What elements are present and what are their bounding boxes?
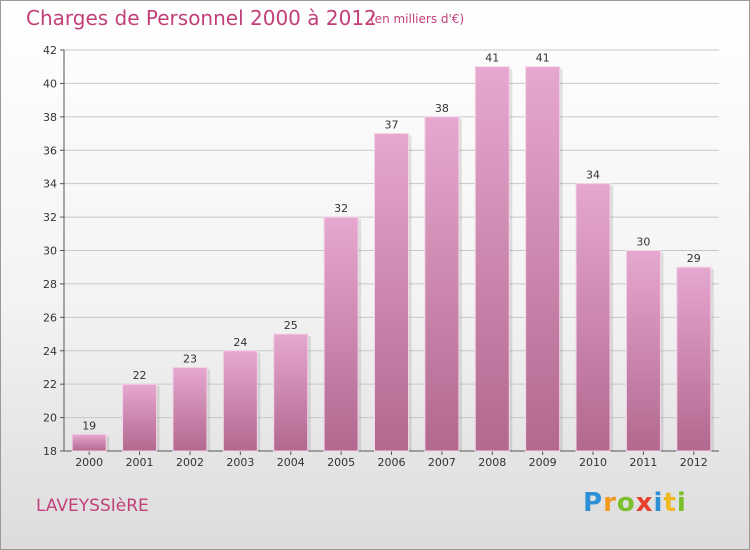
data-label: 32 [334,202,348,215]
x-tick-label: 2009 [529,456,557,469]
x-tick-label: 2006 [378,456,406,469]
bars [71,66,714,452]
y-tick-label: 26 [43,311,57,324]
bar [525,66,561,452]
x-tick-label: 2012 [680,456,708,469]
y-tick-label: 36 [43,144,57,157]
x-tick-label: 2004 [277,456,305,469]
y-tick-label: 38 [43,111,57,124]
place-name: LAVEYSSIèRE [36,496,149,516]
data-label: 34 [586,169,600,182]
bar [676,266,712,452]
bar [323,216,359,452]
y-tick-label: 30 [43,245,57,258]
labels: 19 22 23 24 25 32 37 38 41 41 34 30 29 [82,52,701,433]
x-tick-label: 2010 [579,456,607,469]
axes: 18 20 22 24 26 28 30 32 34 36 38 40 42 2000 2001 2002 20… [43,44,719,469]
y-tick-label: 18 [43,445,57,458]
y-tick-label: 24 [43,345,57,358]
bar [424,116,460,452]
data-label: 29 [687,252,701,265]
data-label: 22 [133,369,147,382]
data-label: 23 [183,352,197,365]
bar [474,66,510,452]
data-label: 41 [485,52,499,65]
x-tick-label: 2001 [126,456,154,469]
x-tick-label: 2000 [75,456,103,469]
bar [71,433,107,452]
bar [625,250,661,452]
y-tick-label: 42 [43,44,57,57]
data-label: 37 [385,119,399,132]
x-tick-label: 2003 [226,456,254,469]
proxiti-logo: Proxiti [583,488,687,518]
x-tick-label: 2007 [428,456,456,469]
data-label: 25 [284,319,298,332]
bar [222,350,258,452]
x-tick-label: 2005 [327,456,355,469]
bar [575,183,611,452]
y-tick-label: 20 [43,412,57,425]
y-tick-label: 22 [43,378,57,391]
bar [122,383,158,452]
bar [374,133,409,452]
data-label: 41 [536,52,550,65]
x-tick-label: 2002 [176,456,204,469]
y-tick-label: 40 [43,77,57,90]
bar [172,366,208,452]
chart-subtitle: (en milliers d'€) [370,12,465,26]
data-label: 38 [435,102,449,115]
data-label: 24 [233,336,247,349]
chart-title: Charges de Personnel 2000 à 2012 [26,6,377,30]
data-label: 30 [636,236,650,249]
y-tick-label: 32 [43,211,57,224]
y-tick-label: 34 [43,178,57,191]
x-tick-label: 2008 [478,456,506,469]
data-label: 19 [82,419,96,432]
bar [273,333,309,452]
y-tick-label: 28 [43,278,57,291]
x-tick-label: 2011 [629,456,657,469]
